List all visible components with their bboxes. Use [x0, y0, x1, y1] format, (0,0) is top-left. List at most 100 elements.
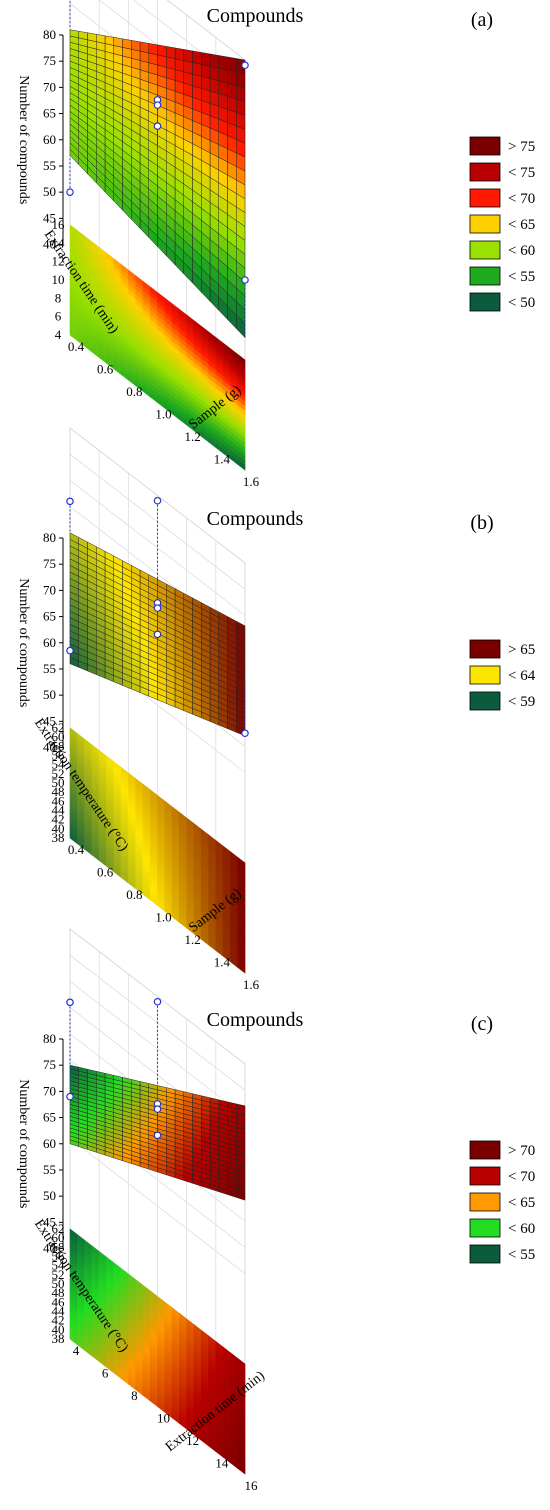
y-tick-label: 42 [52, 1313, 65, 1328]
y-tick-label: 4 [55, 327, 62, 342]
chart-title: Compounds [207, 5, 304, 27]
surface-cell [174, 47, 184, 61]
legend: > 65 < 64 < 59 [469, 639, 536, 711]
response-surface [69, 532, 246, 737]
x-tick-label: 1.4 [214, 955, 231, 970]
data-point [153, 604, 162, 612]
x-tick-label: 1.0 [155, 407, 171, 422]
chart-panel-a: 80 75 70 65 60 55 50 45 40 Number of compounds 4 6 8… [16, 0, 535, 489]
observed-points [66, 496, 249, 738]
x-tick-label: 10 [157, 1411, 170, 1426]
z-tick-label: 75 [43, 1057, 56, 1072]
x-tick-label: 14 [215, 1456, 229, 1471]
x-tick-label: 0.8 [126, 384, 142, 399]
z-axis-label: Number of compounds [16, 1079, 31, 1208]
x-tick-label: 0.6 [97, 362, 114, 377]
y-tick-label: 12 [52, 254, 65, 269]
y-tick-label: 54 [52, 1258, 66, 1273]
legend-label: < 64 [508, 668, 536, 684]
y-tick-label: 42 [52, 812, 65, 827]
data-point [66, 646, 74, 655]
x-tick-label: 0.4 [68, 842, 85, 857]
y-tick-label: 54 [52, 757, 66, 772]
data-point [66, 998, 74, 1007]
z-axis: 80 75 70 65 60 55 50 45 40 Number of compounds [16, 530, 64, 755]
floor-cell [237, 856, 246, 869]
surface-cell [218, 67, 228, 84]
y-tick-label: 46 [52, 1294, 66, 1309]
x-tick-label: 12 [186, 1433, 199, 1448]
legend-swatch [469, 266, 501, 286]
chart-title: Compounds [207, 1009, 304, 1031]
data-point [153, 496, 162, 505]
surface-cell [227, 69, 237, 86]
z-tick-label: 45 [43, 1214, 56, 1229]
surface-cell [183, 49, 193, 63]
x-tick-label: 1.0 [155, 910, 171, 925]
legend-label: < 70 [508, 191, 535, 207]
chart-title: Compounds [207, 508, 304, 530]
z-tick-label: 75 [43, 556, 56, 571]
y-tick-label: 6 [55, 309, 62, 324]
legend-label: < 55 [508, 269, 535, 285]
z-tick-label: 75 [43, 53, 56, 68]
z-tick-label: 45 [43, 210, 56, 225]
surface-cell [209, 53, 219, 69]
y-tick-label: 60 [52, 1230, 65, 1245]
y-tick-label: 46 [52, 793, 66, 808]
legend-swatch [469, 1218, 501, 1238]
data-point [153, 101, 162, 109]
legend-swatch [469, 240, 501, 260]
panel-label: (b) [470, 512, 493, 534]
floor-cell [237, 353, 246, 366]
x-tick-label: 1.6 [243, 474, 260, 489]
y-tick-label: 48 [52, 784, 65, 799]
y-tick-label: 60 [52, 729, 65, 744]
y-tick-label: 56 [52, 1249, 66, 1264]
legend-label: > 70 [508, 1143, 535, 1159]
y-tick-label: 8 [55, 290, 62, 305]
legend-label: < 50 [508, 295, 535, 311]
floor-contour [69, 727, 246, 974]
x-tick-label: 1.4 [214, 452, 231, 467]
y-tick-label: 38 [52, 830, 65, 845]
legend-swatch [469, 188, 501, 208]
panel-label: (a) [471, 9, 493, 31]
legend-swatch [469, 1244, 501, 1264]
panel-label: (c) [471, 1013, 493, 1035]
z-tick-label: 80 [43, 530, 56, 545]
z-axis-label: Number of compounds [16, 578, 31, 707]
floor-cell [237, 1357, 246, 1370]
z-tick-label: 65 [43, 106, 56, 121]
y-tick-label: 58 [52, 1239, 65, 1254]
y-tick-label: 40 [52, 1322, 65, 1337]
y-tick-label: 10 [52, 272, 65, 287]
legend-swatch [469, 639, 501, 659]
legend-label: < 75 [508, 165, 535, 181]
y-tick-label: 52 [52, 766, 65, 781]
legend-swatch [469, 292, 501, 312]
legend-swatch [469, 1192, 501, 1212]
y-tick-label: 16 [52, 217, 66, 232]
x-tick-label: 0.4 [68, 339, 85, 354]
y-tick-label: 58 [52, 738, 65, 753]
data-point [66, 1092, 74, 1101]
z-tick-label: 60 [43, 1136, 56, 1151]
legend-label: > 75 [508, 139, 535, 155]
surface-cell [69, 148, 79, 166]
data-point [66, 188, 74, 196]
z-axis: 80 75 70 65 60 55 50 45 40 Number of compounds [16, 27, 64, 252]
z-tick-label: 70 [43, 1083, 56, 1098]
observed-points [66, 997, 162, 1140]
z-tick-label: 70 [43, 79, 56, 94]
legend-swatch [469, 1140, 501, 1160]
legend-label: < 55 [508, 1247, 535, 1263]
y-tick-label: 40 [52, 821, 65, 836]
z-tick-label: 80 [43, 27, 56, 42]
legend-label: < 65 [508, 217, 535, 233]
y-tick-label: 62 [52, 720, 65, 735]
x-tick-label: 16 [245, 1478, 259, 1493]
z-tick-label: 40 [43, 237, 56, 252]
legend-swatch [469, 136, 501, 156]
